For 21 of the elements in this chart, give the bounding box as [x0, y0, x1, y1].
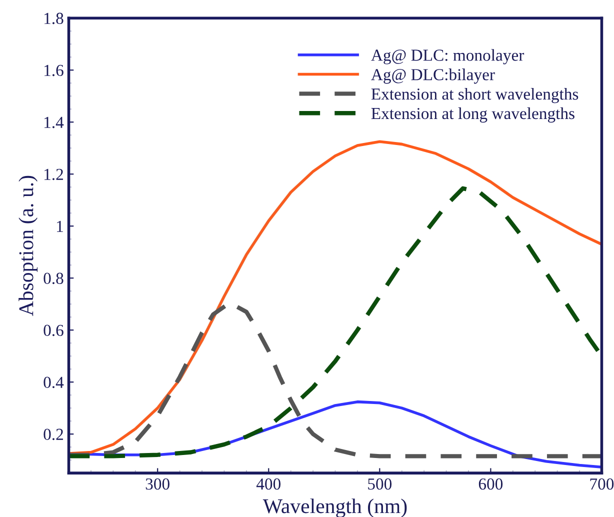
legend-label: Ag@ DLC:bilayer: [371, 68, 495, 84]
y-tick-label: 0.2: [44, 428, 63, 440]
x-tick-label: 700: [590, 478, 614, 490]
line-series: [68, 186, 602, 458]
legend-label: Extension at long wavelengths: [371, 107, 574, 123]
y-tick-label: 1.6: [44, 64, 64, 76]
x-tick-label: 400: [256, 478, 280, 490]
legend-label: Ag@ DLC: monolayer: [371, 49, 524, 64]
y-tick-label: 0.8: [44, 272, 64, 284]
x-tick-label: 600: [478, 478, 503, 490]
line-series: [68, 140, 602, 455]
y-tick-label: 1: [57, 220, 63, 232]
legend-label: Extension at short wavelengths: [371, 88, 578, 104]
x-tick-label: 300: [146, 478, 170, 490]
y-tick-label: 1.2: [44, 168, 63, 180]
y-tick-label: 1.8: [44, 12, 64, 24]
y-tick-label: 0.4: [44, 376, 64, 388]
y-tick-label: 0.6: [44, 324, 64, 336]
x-tick-label: 500: [368, 478, 392, 490]
y-tick-label: 1.4: [44, 116, 64, 128]
y-axis-title: Absoption (a. u.): [18, 176, 38, 316]
